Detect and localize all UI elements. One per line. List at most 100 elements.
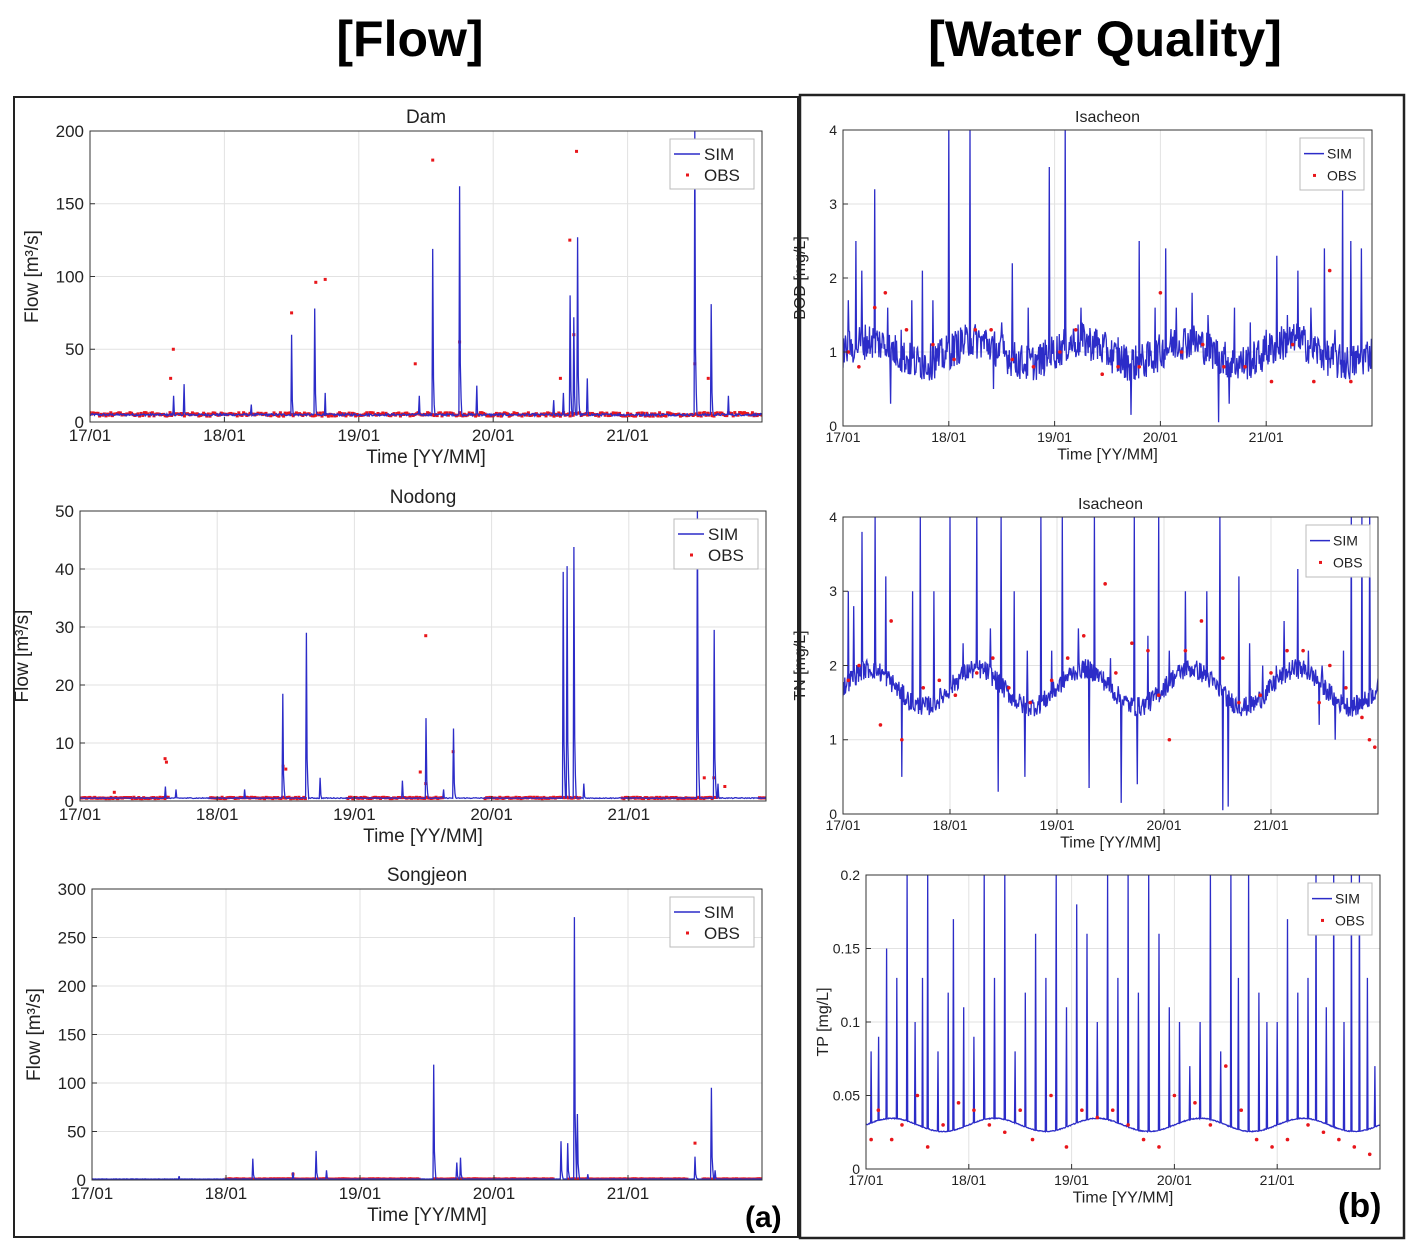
obs-point [344, 414, 348, 418]
obs-point [535, 795, 539, 799]
obs-point [295, 797, 299, 801]
obs-point [846, 350, 851, 354]
obs-point [669, 796, 673, 800]
obs-point [515, 411, 519, 415]
heading-flow: [Flow] [336, 11, 484, 67]
obs-point [1110, 1108, 1115, 1112]
obs-point [653, 412, 657, 416]
obs-point [561, 796, 565, 800]
obs-point [723, 785, 727, 788]
obs-point [285, 412, 289, 416]
obs-point [1222, 365, 1226, 369]
obs-point [1126, 1123, 1130, 1127]
obs-point [693, 412, 697, 416]
obs-point [338, 411, 342, 415]
x-tick-label: 19/01 [1054, 1172, 1089, 1188]
y-tick-label: 50 [67, 1122, 86, 1141]
obs-point [635, 412, 639, 416]
obs-point [883, 291, 888, 295]
obs-point [414, 795, 418, 799]
y-tick-label: 10 [55, 734, 74, 753]
obs-point [1049, 1093, 1053, 1098]
obs-point [872, 305, 877, 310]
obs-point [380, 795, 384, 799]
x-tick-label: 20/01 [1157, 1172, 1192, 1188]
obs-point [238, 795, 242, 799]
y-tick-label: 2 [829, 657, 837, 673]
obs-point [711, 1177, 715, 1180]
obs-point [713, 796, 717, 800]
sim-series-line [866, 875, 1380, 1134]
obs-point [1049, 678, 1054, 683]
obs-point [408, 414, 412, 418]
y-tick-label: 0 [829, 806, 837, 822]
obs-point [1183, 648, 1188, 653]
legend-sim-label: SIM [1335, 891, 1360, 907]
x-axis-label: Time [YY/MM] [366, 447, 486, 468]
obs-point [347, 411, 351, 415]
obs-point [291, 1177, 295, 1180]
obs-point [517, 413, 521, 417]
obs-point [146, 412, 150, 416]
x-tick-label: 17/01 [71, 1184, 114, 1203]
obs-point [117, 411, 121, 415]
y-tick-label: 50 [65, 340, 84, 359]
sim-series-line [90, 131, 762, 418]
obs-point [406, 412, 410, 416]
obs-point [1312, 379, 1316, 384]
y-tick-label: 100 [58, 1074, 86, 1093]
chart-title: Dam [406, 107, 446, 128]
obs-point [590, 411, 594, 415]
obs-point [290, 311, 294, 315]
chart-2: 17/01 18/01 19/01 20/01 21/01 0 50 100 150 200 250… [24, 865, 763, 1226]
obs-point [1130, 641, 1134, 646]
obs-point [566, 796, 570, 800]
obs-point [685, 414, 689, 418]
x-tick-label: 21/01 [1253, 817, 1288, 833]
obs-point [650, 412, 654, 416]
obs-point [696, 414, 700, 418]
obs-point [597, 414, 601, 418]
obs-point [379, 412, 383, 416]
sim-series-line [843, 130, 1372, 423]
obs-point [475, 412, 479, 416]
obs-point [302, 411, 306, 415]
obs-point [658, 411, 662, 415]
obs-point [382, 795, 386, 799]
obs-point [1193, 1101, 1197, 1105]
obs-point [229, 411, 233, 415]
legend-sim-label: SIM [1327, 146, 1352, 162]
obs-point [250, 795, 253, 799]
obs-point [413, 362, 417, 366]
obs-point [242, 411, 246, 415]
obs-point [153, 797, 157, 801]
obs-point [1080, 1108, 1084, 1112]
obs-point [1208, 1123, 1213, 1127]
obs-point [742, 411, 746, 415]
obs-point [138, 414, 142, 418]
y-tick-label: 4 [829, 509, 837, 525]
y-tick-label: 0 [77, 1171, 86, 1190]
obs-point [1103, 582, 1107, 586]
obs-point [710, 414, 714, 418]
obs-series [846, 268, 1353, 384]
obs-point [1200, 342, 1205, 347]
obs-point [210, 412, 214, 416]
obs-point [169, 376, 173, 380]
obs-point [342, 412, 346, 416]
obs-point [132, 795, 136, 799]
legend-sim-label: SIM [1333, 533, 1358, 549]
legend-sim-label: SIM [704, 145, 734, 164]
obs-point [424, 795, 428, 799]
obs-point [952, 357, 956, 362]
obs-point [695, 796, 699, 800]
obs-point [1116, 365, 1120, 369]
obs-point [288, 411, 292, 415]
obs-point [365, 411, 369, 415]
legend: SIM OBS [673, 518, 759, 570]
chart-title: Isacheon [1078, 496, 1143, 513]
y-axis-label: Flow [m³/s] [22, 230, 43, 323]
obs-point [666, 411, 670, 415]
obs-point [144, 411, 148, 415]
obs-point [499, 414, 503, 418]
